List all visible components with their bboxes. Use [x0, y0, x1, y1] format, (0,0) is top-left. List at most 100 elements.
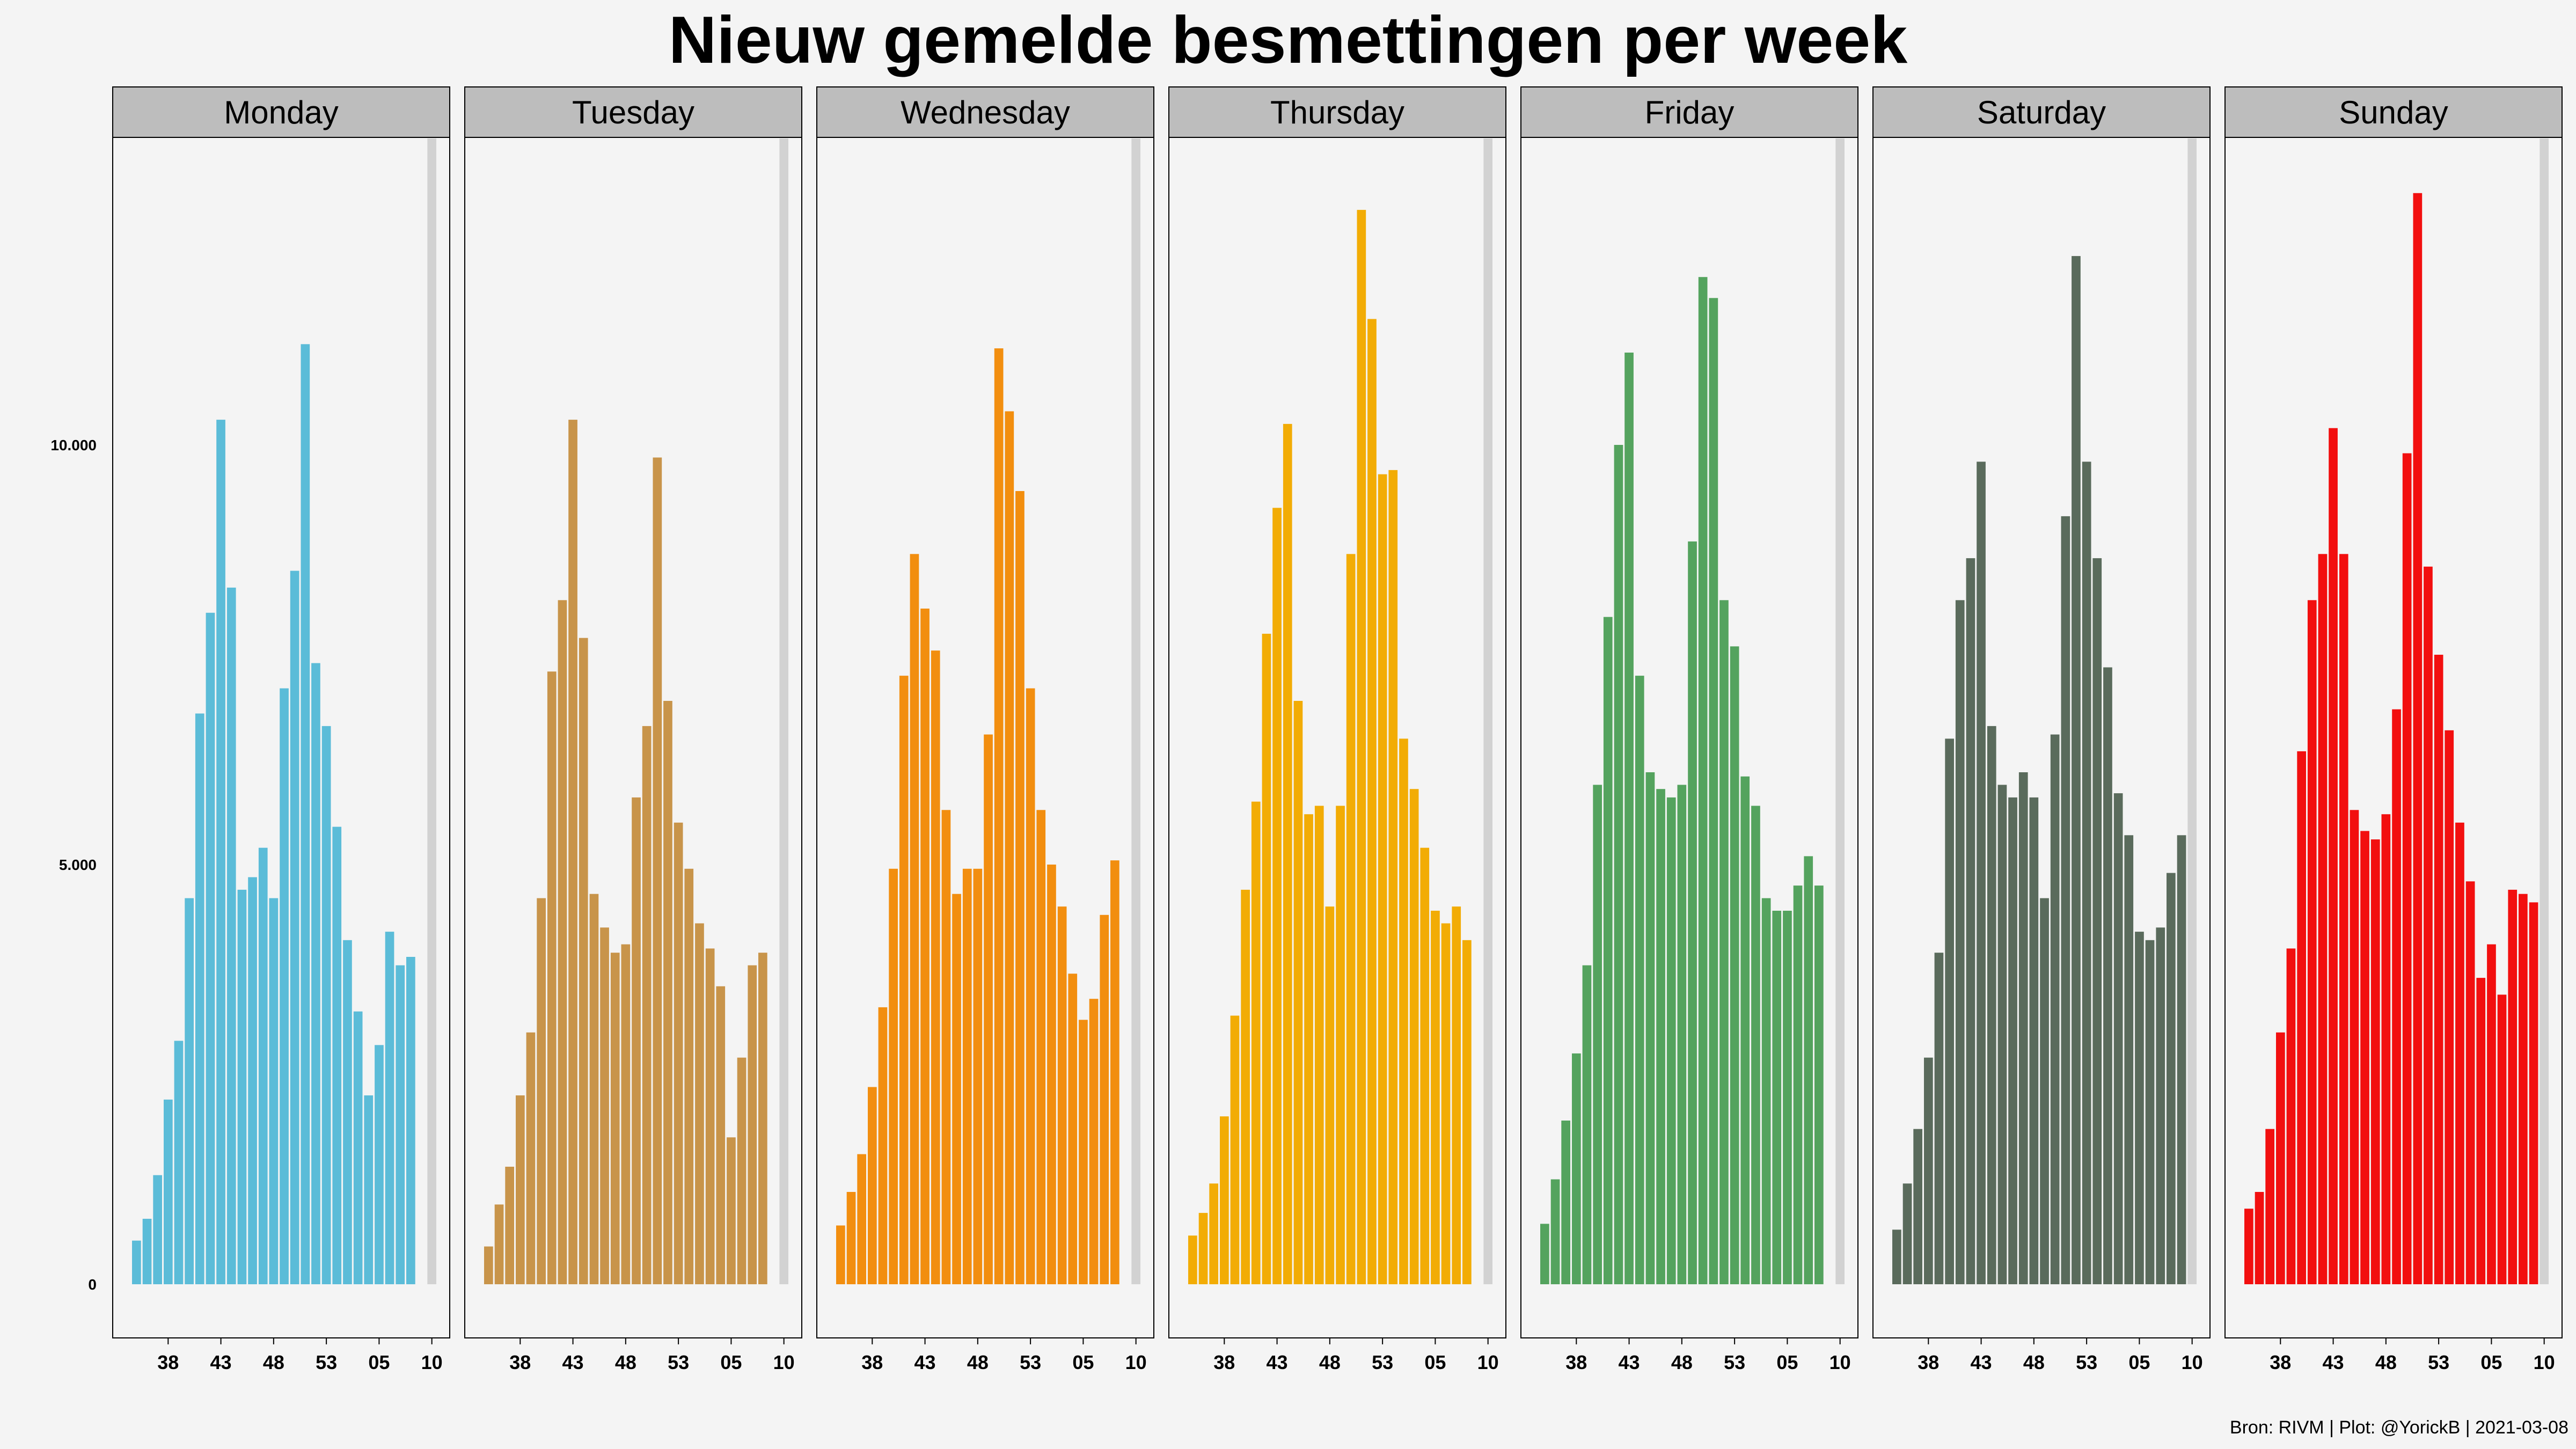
- bar: [2008, 797, 2017, 1284]
- bar: [748, 965, 757, 1284]
- bar: [396, 965, 405, 1284]
- bar: [1036, 810, 1046, 1284]
- bar: [2434, 655, 2443, 1284]
- bar: [931, 650, 940, 1284]
- bar: [526, 1032, 536, 1284]
- x-tick-label: 43: [210, 1351, 232, 1373]
- bar: [1624, 353, 1634, 1284]
- bar: [2072, 256, 2081, 1285]
- current-week-highlight: [1483, 138, 1492, 1284]
- bar: [2402, 453, 2412, 1284]
- bar: [1388, 470, 1398, 1284]
- x-tick-label: 53: [1020, 1351, 1041, 1373]
- panel-header-label: Saturday: [1977, 94, 2106, 130]
- panel-friday: Friday 38 43 48 53 05 10: [1520, 86, 1858, 1373]
- bar: [1688, 541, 1697, 1284]
- x-tick-label: 43: [1619, 1351, 1640, 1373]
- bar: [1378, 474, 1387, 1285]
- x-tick-label: 48: [1671, 1351, 1693, 1373]
- bar: [1783, 911, 1792, 1284]
- bar: [2124, 835, 2134, 1284]
- bar: [663, 701, 672, 1284]
- x-tick-label: 05: [720, 1351, 742, 1373]
- bar: [2497, 994, 2507, 1284]
- x-tick-label: 53: [1724, 1351, 1745, 1373]
- bar: [1719, 600, 1729, 1284]
- bar: [547, 671, 557, 1284]
- x-tick-label: 05: [368, 1351, 390, 1373]
- bar: [1452, 906, 1461, 1284]
- bar: [653, 457, 662, 1284]
- panel-header: [1168, 86, 1506, 138]
- x-tick-label: 48: [615, 1351, 636, 1373]
- bar: [2135, 932, 2144, 1284]
- bar: [2156, 927, 2165, 1284]
- bar: [716, 986, 726, 1284]
- source-caption: Bron: RIVM | Plot: @YorickB | 2021-03-08: [2229, 1417, 2568, 1438]
- x-tick-label: 10: [2182, 1351, 2203, 1373]
- bar: [1026, 688, 1035, 1284]
- bar: [1336, 806, 1345, 1284]
- bar: [857, 1154, 866, 1284]
- bar: [1230, 1015, 1240, 1284]
- bar: [1409, 789, 1419, 1284]
- bar: [2113, 793, 2123, 1284]
- bar: [343, 940, 352, 1284]
- bar: [1357, 210, 1366, 1285]
- bar: [2265, 1129, 2274, 1284]
- panel-sunday: Sunday 38 43 48 53 05 10: [2224, 86, 2563, 1373]
- bar: [705, 948, 715, 1284]
- bar: [1740, 776, 1750, 1284]
- x-tick-label: 38: [1213, 1351, 1235, 1373]
- bar: [2167, 873, 2176, 1284]
- bar: [1945, 738, 1954, 1284]
- x-tick-label: 43: [914, 1351, 936, 1373]
- x-tick-label: 05: [1424, 1351, 1446, 1373]
- x-tick-label: 53: [2428, 1351, 2449, 1373]
- bar: [226, 587, 236, 1284]
- y-tick-label: 0: [88, 1276, 97, 1293]
- bar: [269, 898, 279, 1284]
- bar: [290, 570, 299, 1284]
- bar: [406, 957, 415, 1284]
- bar: [2255, 1192, 2264, 1284]
- bar: [899, 676, 909, 1284]
- bar: [2350, 810, 2359, 1284]
- bar: [2297, 751, 2306, 1284]
- bar: [1892, 1230, 1901, 1284]
- bar: [695, 923, 704, 1284]
- bar: [142, 1219, 152, 1284]
- bar: [952, 894, 961, 1284]
- bar: [258, 847, 268, 1284]
- bar: [1550, 1179, 1560, 1284]
- bar: [1068, 974, 1078, 1284]
- bar: [2145, 940, 2155, 1284]
- bar: [1902, 1183, 1912, 1284]
- panel-header-label: Thursday: [1270, 94, 1404, 130]
- bar: [878, 1007, 888, 1284]
- bar: [1057, 906, 1067, 1284]
- bar: [941, 810, 951, 1284]
- x-tick-label: 10: [1829, 1351, 1851, 1373]
- bar: [2519, 894, 2528, 1284]
- bar: [2092, 558, 2102, 1284]
- bar: [632, 797, 641, 1284]
- bar: [1572, 1053, 1581, 1284]
- current-week-highlight: [1835, 138, 1845, 1284]
- bar: [2329, 428, 2338, 1285]
- bar: [1015, 491, 1024, 1284]
- bar: [1934, 953, 1944, 1284]
- bar: [1220, 1116, 1229, 1284]
- bar: [558, 600, 567, 1284]
- bar: [1188, 1235, 1197, 1284]
- bar: [311, 663, 320, 1284]
- bar: [1540, 1224, 1549, 1284]
- bar: [1272, 508, 1282, 1284]
- bar: [1209, 1183, 1218, 1284]
- panel-monday: Monday 38 43 48 53 05 10: [112, 86, 450, 1373]
- bar: [2465, 881, 2475, 1284]
- bar: [206, 612, 215, 1284]
- bar: [1997, 785, 2007, 1284]
- bar: [1293, 701, 1303, 1284]
- bar: [1110, 860, 1119, 1284]
